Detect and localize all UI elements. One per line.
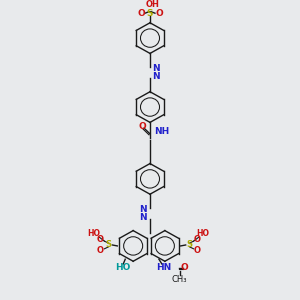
Text: HO: HO bbox=[196, 229, 209, 238]
Text: O: O bbox=[194, 235, 201, 244]
Text: OH: OH bbox=[146, 0, 160, 9]
Text: S: S bbox=[187, 241, 193, 250]
Text: HN: HN bbox=[156, 263, 172, 272]
Text: NH: NH bbox=[154, 128, 170, 136]
Text: O: O bbox=[194, 246, 201, 255]
Text: O: O bbox=[97, 235, 104, 244]
Text: HO: HO bbox=[116, 263, 131, 272]
Text: O: O bbox=[97, 246, 104, 255]
Text: HO: HO bbox=[87, 229, 100, 238]
Text: S: S bbox=[147, 9, 153, 18]
Text: O: O bbox=[155, 9, 163, 18]
Text: O: O bbox=[138, 122, 146, 131]
Text: N: N bbox=[139, 205, 147, 214]
Text: N: N bbox=[152, 64, 160, 73]
Text: N: N bbox=[152, 72, 160, 81]
Text: S: S bbox=[105, 241, 111, 250]
Text: N: N bbox=[139, 213, 147, 222]
Text: O: O bbox=[181, 263, 189, 272]
Text: O: O bbox=[137, 9, 145, 18]
Text: CH₃: CH₃ bbox=[172, 275, 188, 284]
